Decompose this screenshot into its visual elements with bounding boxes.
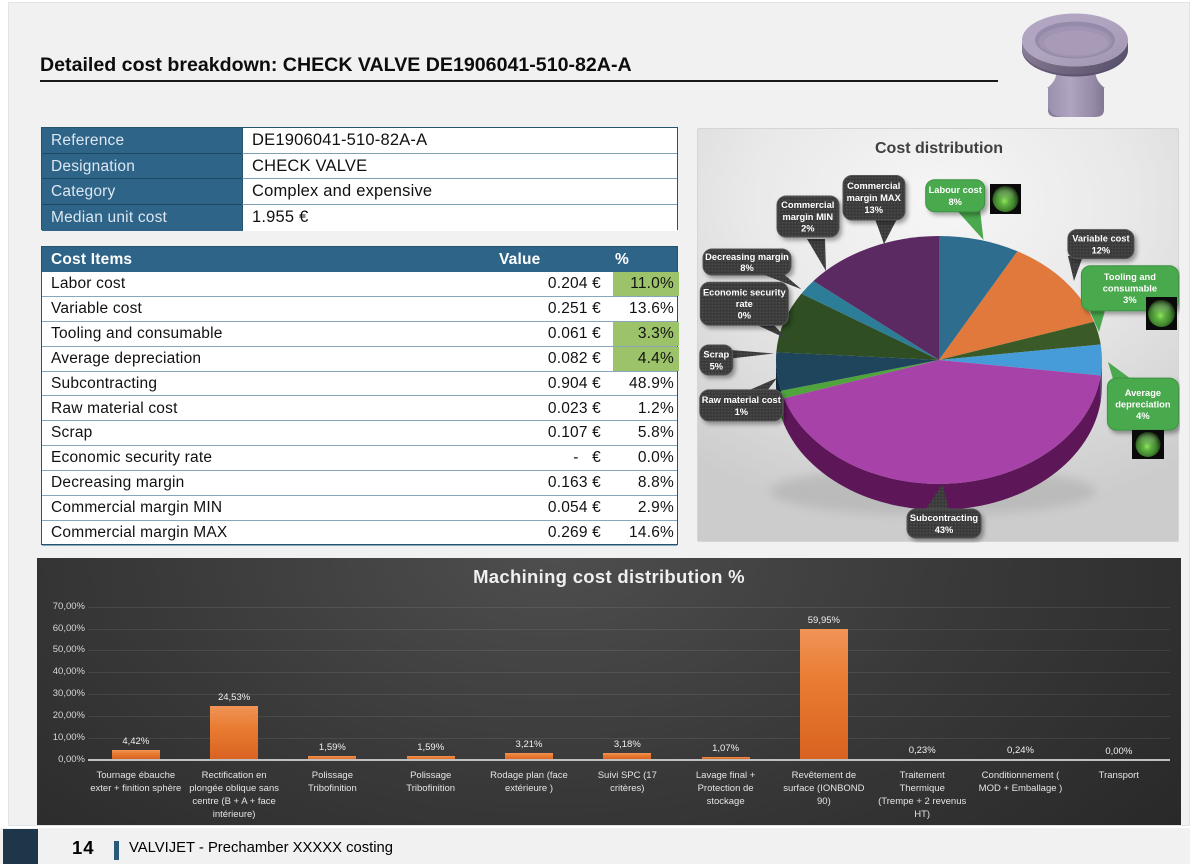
svg-text:Commercial: Commercial bbox=[847, 181, 900, 191]
svg-text:Economic security: Economic security bbox=[703, 288, 786, 298]
svg-text:Subcontracting: Subcontracting bbox=[910, 513, 978, 523]
svg-text:Labour cost: Labour cost bbox=[929, 185, 982, 195]
svg-text:margin MIN: margin MIN bbox=[782, 212, 833, 222]
svg-text:consumable: consumable bbox=[1103, 284, 1157, 294]
svg-text:43%: 43% bbox=[935, 525, 954, 535]
svg-text:Cost distribution: Cost distribution bbox=[875, 140, 1003, 157]
svg-text:0%: 0% bbox=[738, 311, 752, 321]
svg-text:Tooling and: Tooling and bbox=[1104, 272, 1156, 282]
svg-text:4%: 4% bbox=[1136, 411, 1150, 421]
svg-text:Variable cost: Variable cost bbox=[1072, 234, 1129, 244]
svg-text:Raw material cost: Raw material cost bbox=[702, 395, 781, 405]
svg-text:8%: 8% bbox=[740, 263, 754, 273]
svg-text:12%: 12% bbox=[1092, 246, 1111, 256]
svg-text:1%: 1% bbox=[735, 407, 749, 417]
svg-text:8%: 8% bbox=[948, 197, 962, 207]
svg-text:depreciation: depreciation bbox=[1115, 400, 1171, 410]
svg-text:5%: 5% bbox=[710, 361, 724, 371]
svg-text:rate: rate bbox=[736, 299, 753, 309]
svg-text:margin MAX: margin MAX bbox=[847, 193, 902, 203]
svg-text:Commercial: Commercial bbox=[781, 200, 834, 210]
svg-text:3%: 3% bbox=[1123, 295, 1137, 305]
svg-text:2%: 2% bbox=[801, 224, 815, 234]
svg-text:Decreasing margin: Decreasing margin bbox=[705, 252, 789, 262]
svg-text:Average: Average bbox=[1125, 388, 1161, 398]
svg-text:Scrap: Scrap bbox=[703, 350, 729, 360]
svg-text:13%: 13% bbox=[864, 205, 883, 215]
